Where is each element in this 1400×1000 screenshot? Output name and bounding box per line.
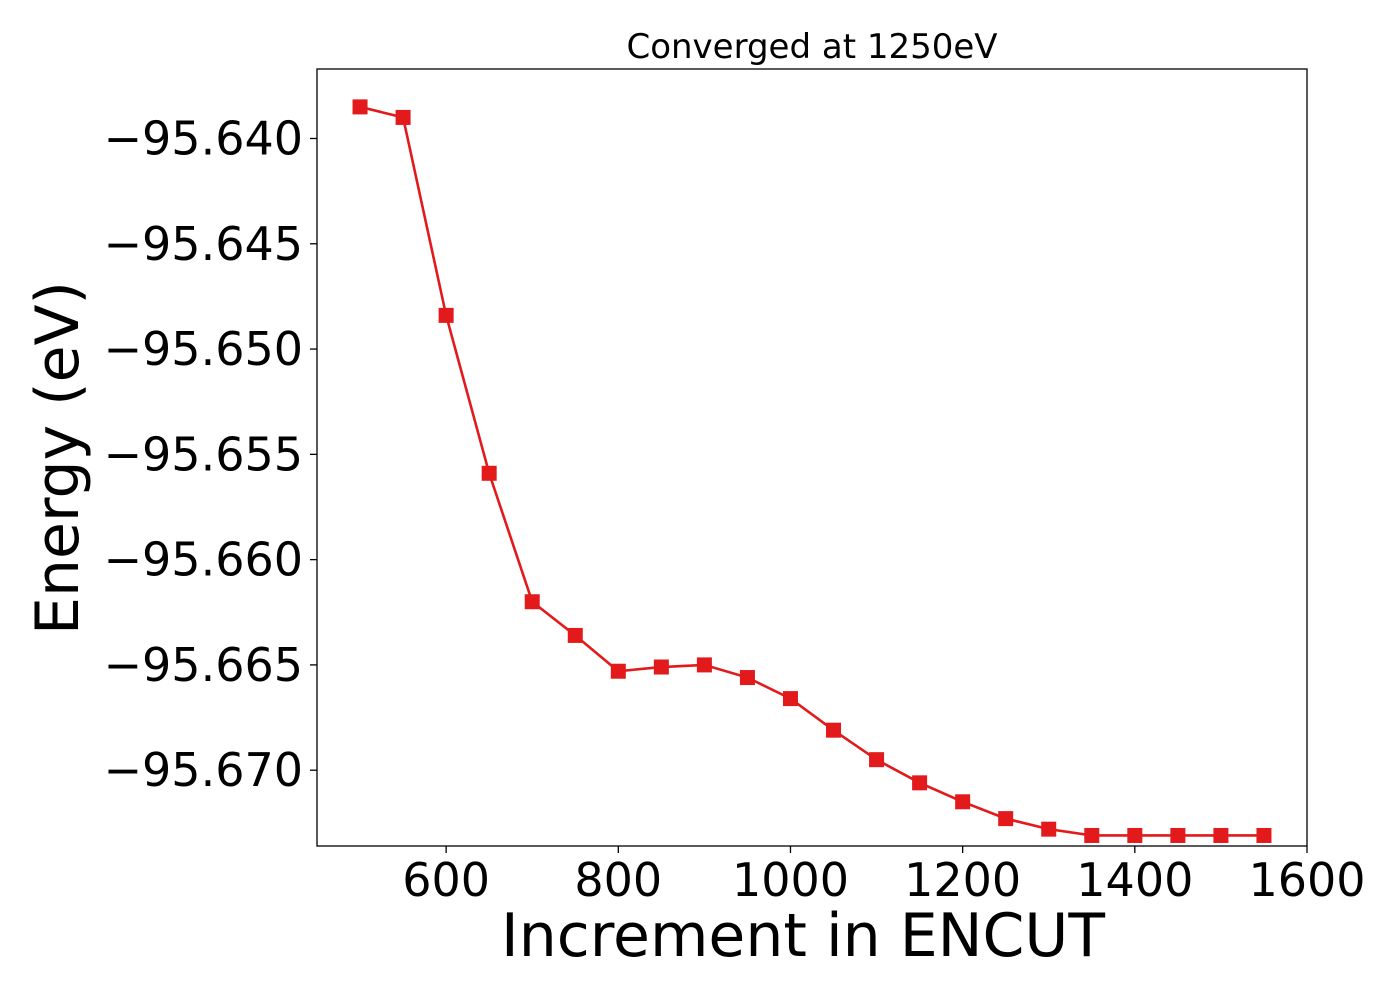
data-point-marker: [955, 794, 971, 810]
data-point-marker: [524, 594, 540, 610]
y-tick-label: −95.645: [104, 217, 304, 271]
data-point-marker: [782, 691, 798, 707]
x-tick-label: 1400: [1076, 853, 1193, 907]
data-point-marker: [998, 811, 1014, 827]
y-tick-label: −95.640: [104, 111, 304, 165]
y-axis-ticks: −95.640 −95.645 −95.650 −95.655 −95.660 −95.6…: [104, 111, 317, 797]
x-tick-label: 1600: [1248, 853, 1365, 907]
x-tick-label: 800: [574, 853, 662, 907]
plot-frame: [316, 68, 1308, 847]
data-point-marker: [826, 722, 842, 738]
x-tick-label: 1200: [904, 853, 1021, 907]
data-point-marker: [696, 657, 712, 673]
data-point-marker: [1170, 827, 1186, 843]
data-point-marker: [567, 627, 583, 643]
data-point-marker: [739, 670, 755, 686]
data-point-marker: [1084, 827, 1100, 843]
data-point-marker: [1256, 827, 1272, 843]
data-point-marker: [1127, 827, 1143, 843]
x-tick-label: 600: [402, 853, 490, 907]
x-tick-label: 1000: [732, 853, 849, 907]
y-tick-label: −95.650: [104, 322, 304, 376]
data-point-marker: [869, 752, 885, 768]
y-tick-label: −95.660: [104, 533, 304, 587]
data-point-marker: [653, 659, 669, 675]
y-tick-label: −95.670: [104, 743, 304, 797]
data-point-marker: [438, 307, 454, 323]
chart-title: Converged at 1250eV: [626, 27, 997, 67]
data-point-marker: [610, 663, 626, 679]
data-point-marker: [395, 109, 411, 125]
data-point-marker: [352, 99, 368, 115]
data-point-marker: [1213, 827, 1229, 843]
data-point-marker: [912, 775, 928, 791]
series-line: [359, 105, 1264, 837]
series-layer: [352, 99, 1272, 843]
y-axis-label: Energy (eV): [23, 281, 93, 635]
x-axis-ticks: 600 800 1000 1200 1400 1600: [402, 846, 1366, 907]
y-tick-label: −95.665: [104, 638, 304, 692]
data-point-marker: [1041, 821, 1057, 837]
x-axis-label: Increment in ENCUT: [501, 901, 1105, 971]
y-tick-label: −95.655: [104, 427, 304, 481]
data-point-marker: [481, 465, 497, 481]
